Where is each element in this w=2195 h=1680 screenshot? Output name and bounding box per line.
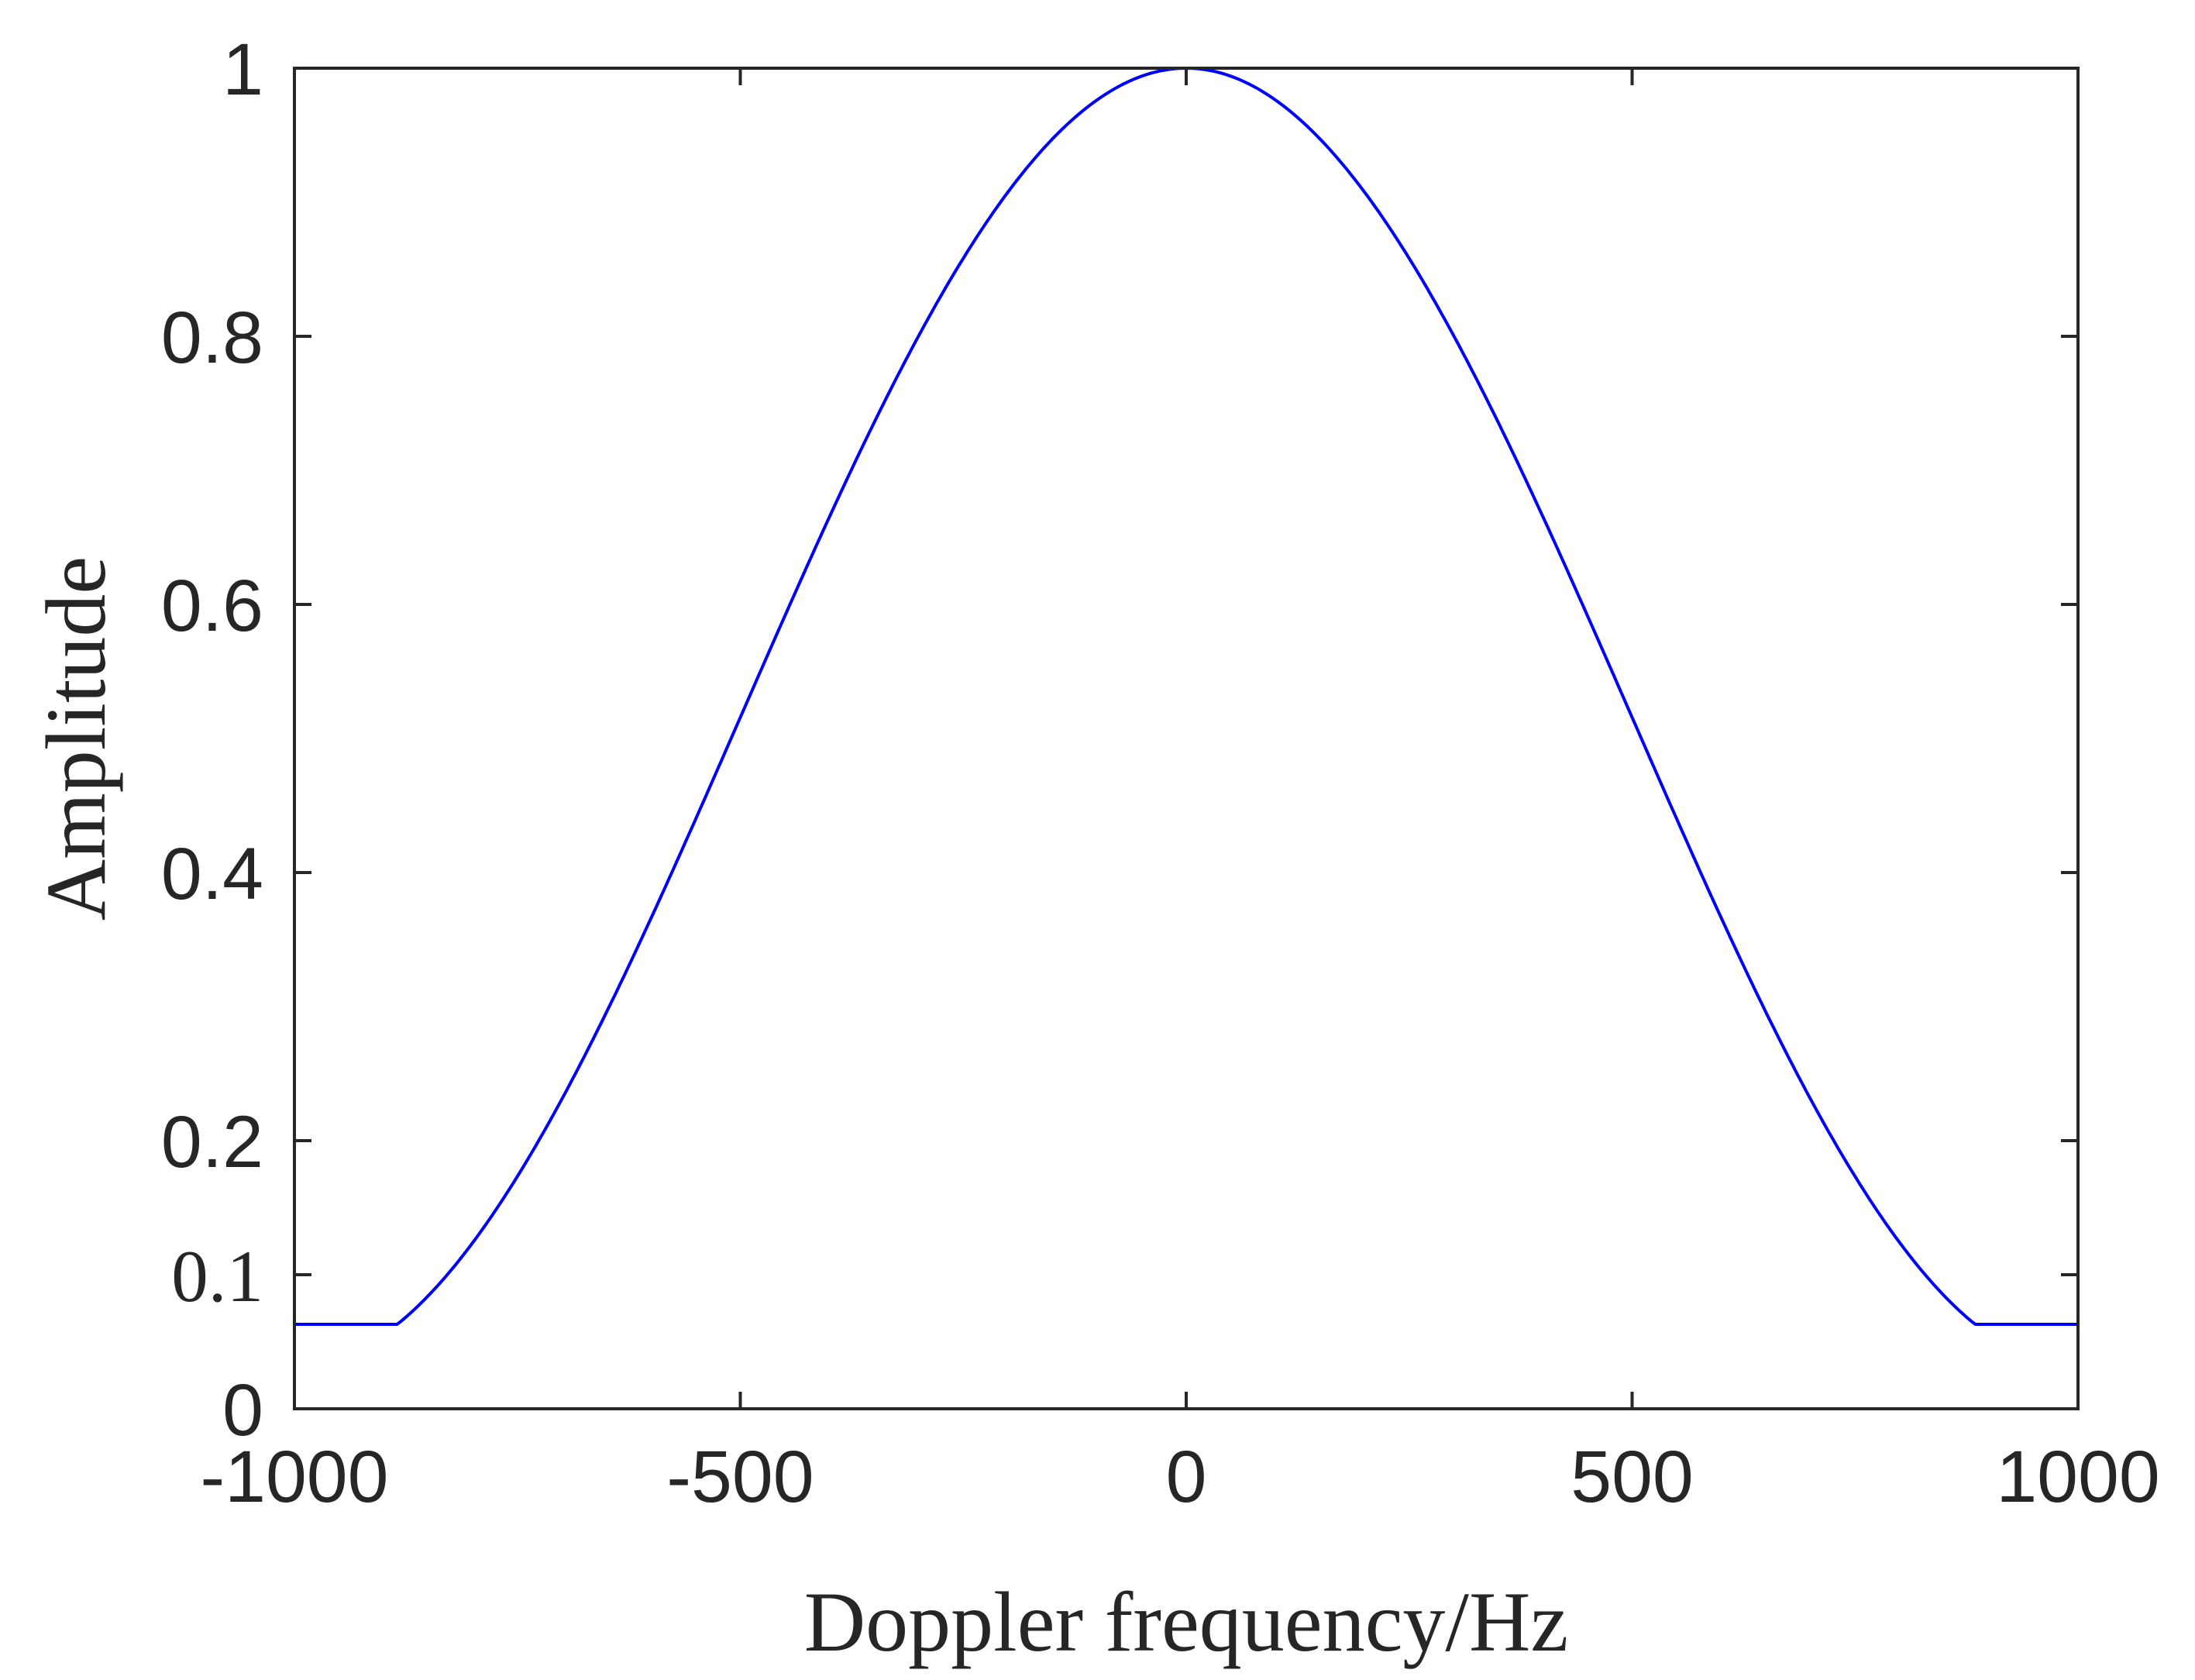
x-tick-label: -1000 <box>201 1436 389 1518</box>
x-axis-title: Doppler frequency/Hz <box>804 1575 1569 1669</box>
x-tick-label: 1000 <box>1996 1436 2159 1518</box>
y-tick-label: 0.4 <box>161 833 263 915</box>
x-tick-label: 500 <box>1571 1436 1694 1518</box>
y-tick-label: 0.1 <box>171 1235 263 1317</box>
plot-frame <box>293 67 2080 1410</box>
y-tick-label: 0.8 <box>161 297 263 379</box>
y-tick-label: 1 <box>222 29 263 111</box>
plot-area <box>294 68 2078 1409</box>
x-tick-label: 0 <box>1166 1436 1207 1518</box>
y-tick-label: 0 <box>222 1369 263 1451</box>
y-tick-label: 0.6 <box>161 565 263 647</box>
y-tick-label: 0.2 <box>161 1101 263 1183</box>
y-axis-title: Amplitude <box>29 556 123 921</box>
x-tick-label: -500 <box>666 1436 814 1518</box>
